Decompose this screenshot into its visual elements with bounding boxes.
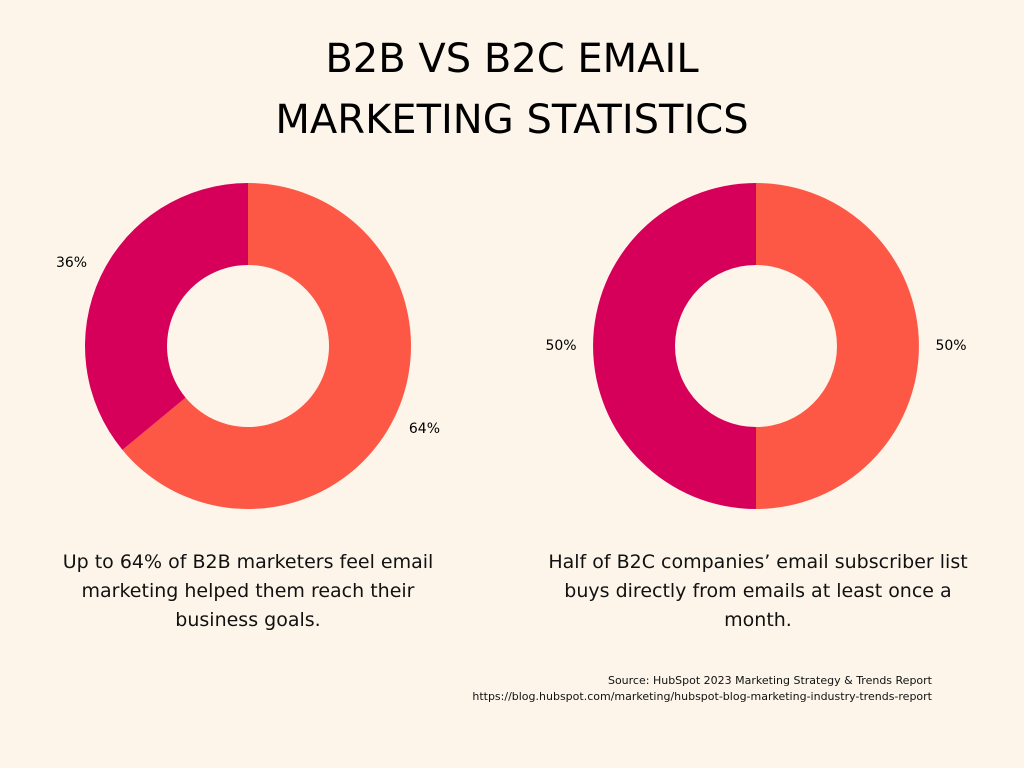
title: MARKETING STATISTICS bbox=[275, 97, 748, 143]
donut-segment bbox=[756, 183, 919, 509]
caption: Half of B2C companies’ email subscriber … bbox=[548, 551, 968, 631]
donut-segment bbox=[593, 183, 756, 509]
source: Source: HubSpot 2023 Marketing Strategy … bbox=[607, 674, 932, 687]
value-label: 50% bbox=[935, 338, 966, 354]
value-label: 50% bbox=[545, 338, 576, 354]
donut-segment bbox=[122, 183, 411, 509]
caption: Up to 64% of B2B marketers feel email ma… bbox=[62, 551, 434, 631]
source-url: https://blog.hubspot.com/marketing/hubsp… bbox=[472, 690, 932, 703]
title: B2B VS B2C EMAIL bbox=[325, 36, 699, 82]
value-label: 64% bbox=[409, 421, 440, 437]
value-label: 36% bbox=[56, 255, 87, 271]
donut-segment bbox=[85, 183, 248, 450]
